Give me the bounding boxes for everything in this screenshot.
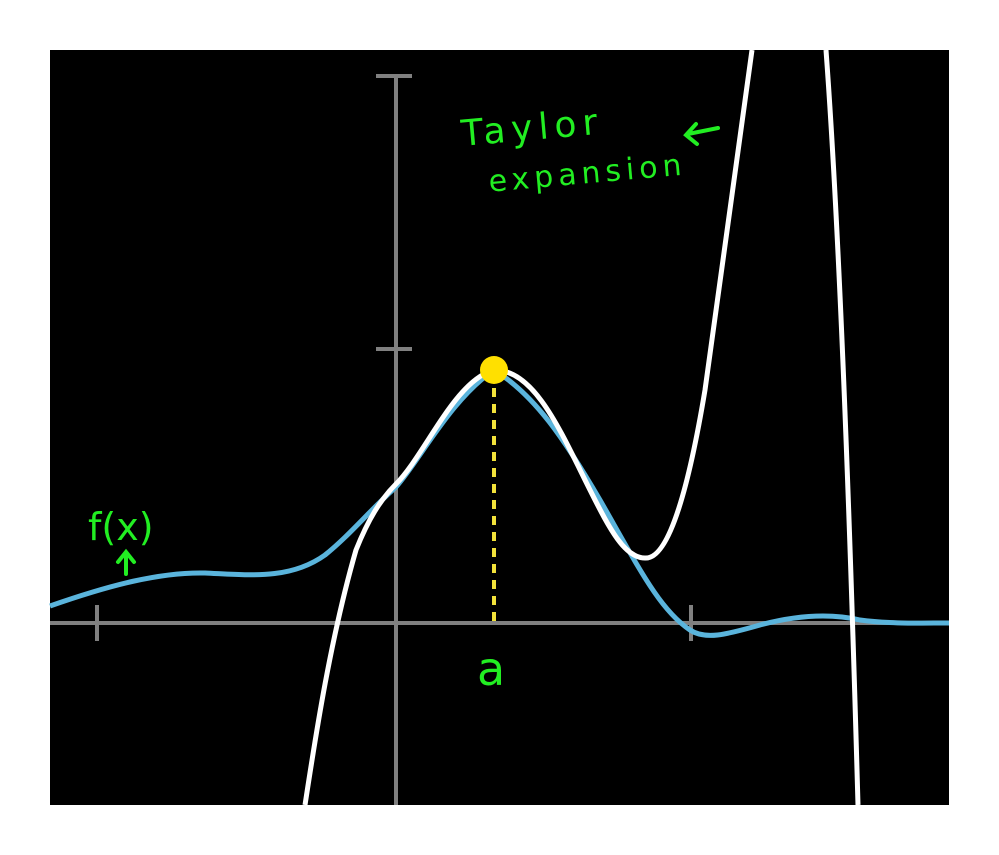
expansion-point <box>480 356 508 384</box>
f-curve <box>49 367 950 638</box>
plot-background <box>50 50 949 805</box>
arrow-left-icon <box>683 122 720 146</box>
a-label: a <box>477 642 505 696</box>
axes <box>50 74 949 805</box>
taylor-curve <box>302 49 755 806</box>
arrow-up-icon <box>116 548 136 576</box>
taylor-curve-right-branch <box>823 49 861 806</box>
f-label: f(x) <box>88 505 154 549</box>
